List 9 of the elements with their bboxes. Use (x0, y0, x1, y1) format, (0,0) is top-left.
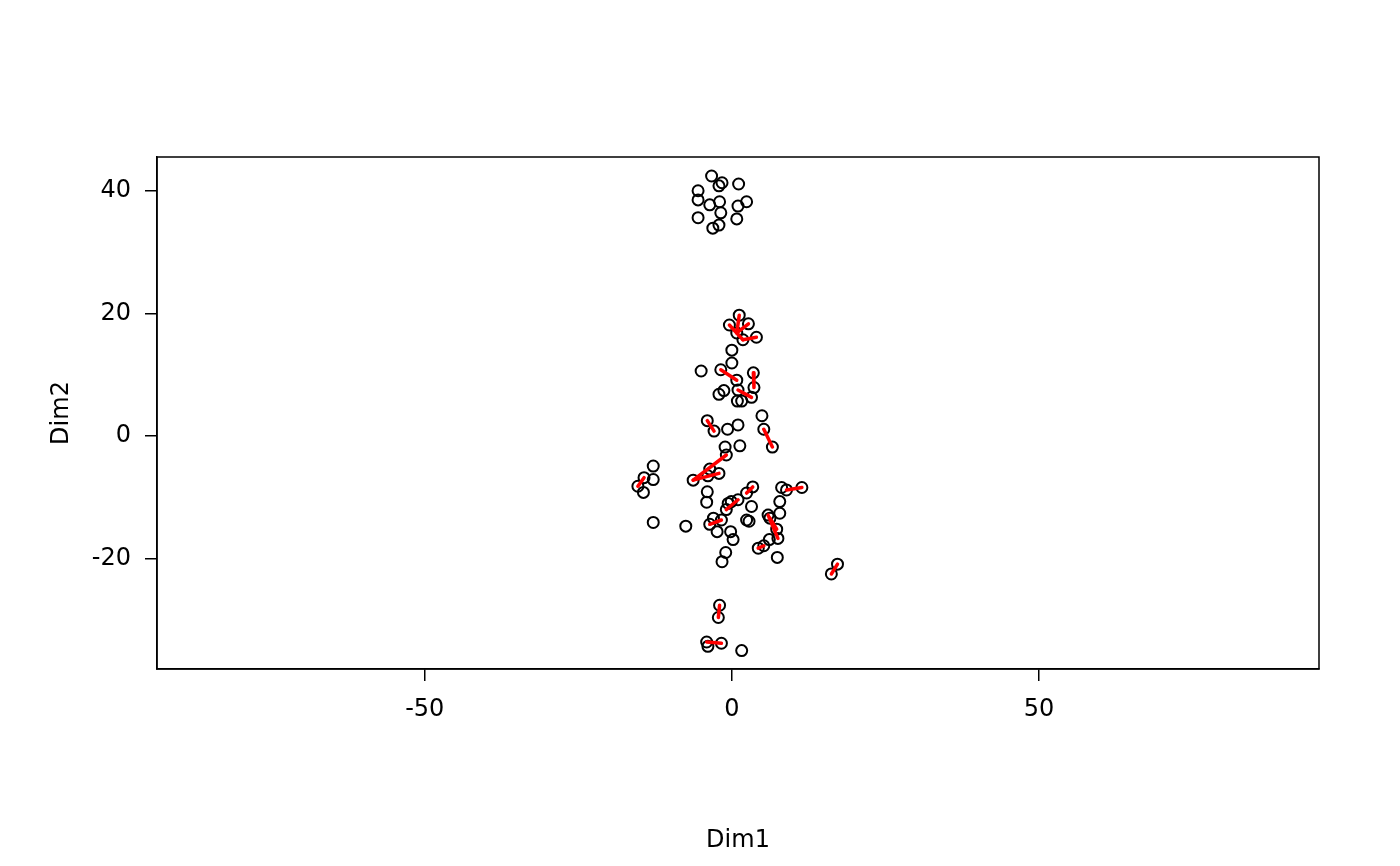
x-axis-title: Dim1 (706, 824, 770, 853)
y-tick-label: 20 (100, 297, 131, 326)
x-tick-label: 50 (1023, 693, 1055, 722)
y-tick-label: -20 (91, 542, 131, 571)
x-tick-label: -50 (405, 693, 445, 722)
y-axis-title: Dim2 (45, 381, 74, 445)
x-tick-label: 0 (724, 693, 740, 722)
y-tick-label: 40 (100, 174, 131, 203)
y-tick-label: 0 (115, 420, 131, 449)
